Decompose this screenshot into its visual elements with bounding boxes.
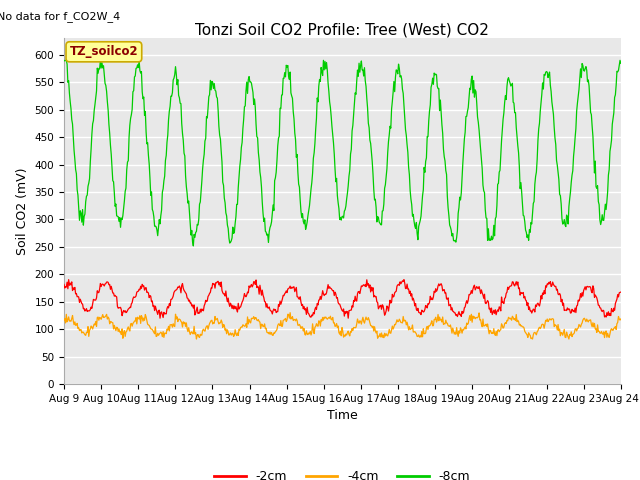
Title: Tonzi Soil CO2 Profile: Tree (West) CO2: Tonzi Soil CO2 Profile: Tree (West) CO2: [195, 22, 490, 37]
Legend: -2cm, -4cm, -8cm: -2cm, -4cm, -8cm: [209, 465, 476, 480]
Y-axis label: Soil CO2 (mV): Soil CO2 (mV): [16, 168, 29, 255]
Text: TZ_soilco2: TZ_soilco2: [70, 45, 138, 58]
Text: No data for f_CO2W_4: No data for f_CO2W_4: [0, 11, 120, 22]
X-axis label: Time: Time: [327, 409, 358, 422]
